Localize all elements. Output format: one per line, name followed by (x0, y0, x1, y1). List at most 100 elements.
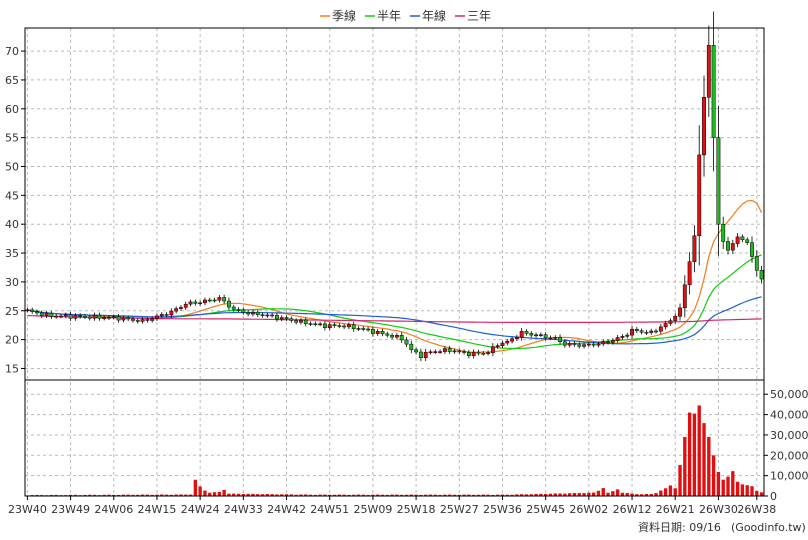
candle-body (572, 343, 577, 345)
candle-body (111, 316, 116, 318)
volume-bar (755, 490, 759, 496)
volume-bar (500, 494, 505, 496)
candle-body (346, 324, 351, 328)
volume-bar (241, 494, 246, 496)
volume-bar (534, 493, 538, 496)
x-tick-label: 24W51 (310, 503, 349, 516)
footer-source: (Goodinfo.tw) (731, 521, 806, 534)
volume-bar (515, 494, 519, 496)
x-tick-label: 24W15 (138, 503, 177, 516)
volume-bar (668, 485, 673, 496)
candle-body (59, 315, 63, 318)
volume-bar (198, 486, 202, 496)
candle-body (409, 343, 414, 350)
volume-bar (476, 494, 481, 496)
volume-bar (280, 494, 284, 496)
volume-bar (136, 494, 140, 496)
volume-bar (486, 494, 490, 496)
candle-body (721, 223, 726, 242)
candle-body (63, 314, 68, 317)
volume-bar (419, 494, 423, 496)
volume-bar (591, 492, 596, 496)
volume-bar (433, 494, 437, 496)
price-tick-label: 70 (5, 45, 19, 58)
x-tick-label: 25W18 (397, 503, 436, 516)
candle-body (462, 351, 467, 353)
candle-body (759, 270, 764, 280)
volume-bar (352, 494, 356, 496)
volume-bar (582, 493, 586, 496)
volume-bar (414, 494, 418, 496)
candle-body (428, 351, 433, 354)
candle-body (246, 312, 251, 315)
volume-bar (174, 494, 178, 496)
volume-bar (376, 494, 380, 496)
candle-body (390, 334, 395, 338)
volume-bar (83, 494, 87, 496)
volume-bar (164, 494, 169, 496)
candle-body (505, 340, 510, 344)
candle-body (457, 350, 462, 353)
volume-bar (428, 494, 433, 496)
candle-body (227, 300, 231, 308)
volume-bar (759, 492, 764, 496)
volume-bar (112, 494, 116, 496)
volume-bar (400, 494, 404, 496)
candle-body (466, 352, 471, 357)
candle-body (49, 313, 54, 317)
legend-label-quarter: 季線 (332, 8, 356, 23)
x-tick-label: 26W21 (656, 503, 695, 516)
candle-body (519, 331, 524, 338)
volume-bar (188, 494, 193, 496)
candle-body (265, 314, 270, 317)
candle-body (750, 242, 754, 257)
volume-bar (385, 494, 389, 496)
candle-body (188, 301, 193, 305)
volume-bar (687, 412, 692, 496)
candle-body (596, 343, 601, 346)
volume-bar (409, 494, 413, 496)
candle-body (490, 346, 495, 353)
volume-bar (236, 493, 241, 496)
volume-bar (390, 494, 394, 496)
volume-bar (217, 492, 222, 496)
volume-bar (107, 494, 111, 496)
volume-bar (251, 493, 255, 496)
volume-bar (711, 455, 716, 496)
candle-body (510, 338, 514, 342)
volume-bar (745, 485, 749, 496)
candle-body (164, 314, 169, 316)
candle-body (529, 333, 534, 336)
candle-body (92, 314, 97, 319)
volume-bar (601, 488, 605, 496)
candle-body (207, 299, 212, 302)
volume-bar (222, 489, 226, 496)
candle-body (380, 331, 385, 335)
volume-bar (702, 423, 706, 496)
candle-body (174, 308, 179, 312)
candle-body (534, 334, 538, 337)
candle-body (322, 323, 327, 328)
candle-body (500, 342, 505, 346)
volume-bar (630, 493, 634, 496)
legend-label-half-year: 半年 (377, 9, 401, 23)
price-tick-label: 25 (5, 305, 19, 318)
volume-bar (131, 494, 135, 496)
candle-body (625, 334, 630, 337)
x-tick-label: 24W33 (224, 503, 263, 516)
candle-body (433, 351, 438, 353)
price-tick-label: 15 (5, 362, 19, 375)
price-tick-label: 60 (5, 103, 19, 116)
candle-body (140, 319, 145, 322)
candle-body (577, 344, 582, 347)
candle-body (553, 337, 558, 339)
candle-body (25, 309, 30, 312)
candle-body (601, 341, 606, 345)
candle-body (351, 324, 356, 330)
x-tick-label: 25W09 (353, 503, 392, 516)
volume-bar (155, 494, 159, 496)
candle-body (236, 309, 241, 311)
x-tick-label: 25W45 (526, 503, 565, 516)
candle-body (663, 323, 668, 328)
candle-body (668, 320, 673, 324)
